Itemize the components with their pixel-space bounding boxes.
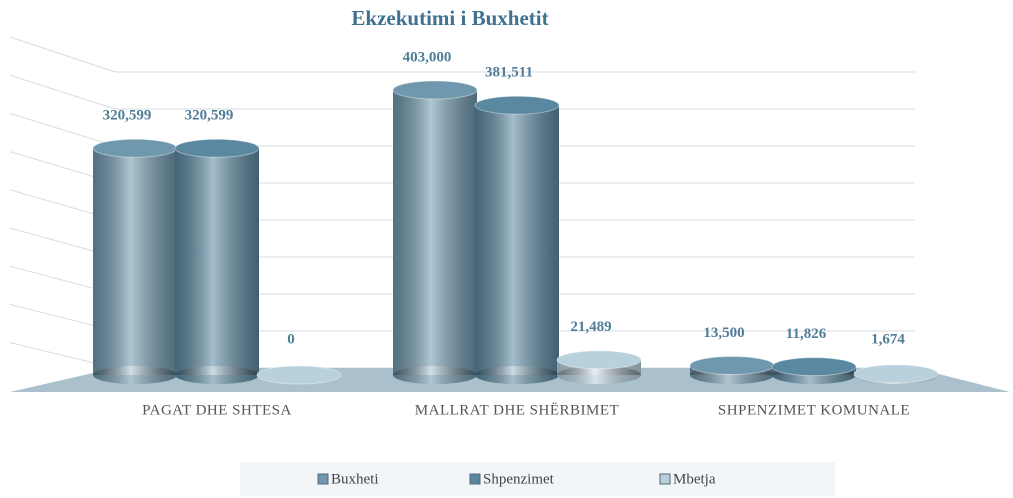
x-tick-label: PAGAT DHE SHTESA (142, 402, 292, 418)
data-label: 11,826 (786, 326, 827, 342)
grid-line (9, 112, 116, 147)
bar (92, 138, 178, 384)
bar-shine (93, 148, 177, 375)
bar-top (174, 138, 260, 158)
bar-base-shine (393, 366, 477, 384)
bar-top (392, 80, 478, 100)
data-label: 320,599 (103, 108, 152, 124)
grid-line (9, 74, 116, 110)
bar-top (689, 355, 775, 375)
bar-shine (393, 90, 477, 375)
x-tick-label: SHPENZIMET KOMUNALE (718, 402, 910, 418)
bar (174, 138, 260, 384)
legend-swatch (659, 473, 671, 485)
data-label: 320,599 (185, 108, 234, 124)
bar-top (556, 350, 642, 370)
legend-box (240, 462, 835, 496)
bar-shine (475, 105, 559, 376)
bar-base-shine (475, 366, 559, 384)
bar (392, 80, 478, 384)
data-label: 1,674 (871, 331, 905, 347)
legend-label: Shpenzimet (483, 471, 555, 487)
bar-base-shine (175, 366, 259, 384)
bar (853, 364, 939, 384)
bar (474, 95, 560, 384)
bar-top (853, 364, 939, 384)
bar-top (474, 95, 560, 115)
bar (689, 355, 775, 384)
data-label: 381,511 (485, 65, 533, 81)
bar-top (92, 138, 178, 158)
data-label: 13,500 (703, 325, 744, 341)
bar-top (771, 357, 857, 377)
legend-label: Buxheti (331, 471, 379, 487)
bar (556, 350, 642, 384)
grid-line (9, 36, 116, 73)
bar-base-shine (93, 366, 177, 384)
legend-swatch (469, 473, 481, 485)
bar-base-shine (557, 366, 641, 384)
legend-swatch (317, 473, 329, 485)
chart-title: Ekzekutimi i Buxhetit (351, 6, 548, 30)
x-tick-label: MALLRAT DHE SHËRBIMET (415, 401, 619, 418)
bar-top (256, 365, 342, 385)
legend-label: Mbetja (673, 471, 716, 487)
data-label: 21,489 (570, 319, 611, 335)
bar (771, 357, 857, 384)
bar-shine (175, 148, 259, 375)
bar (256, 365, 342, 385)
data-label: 403,000 (403, 49, 452, 65)
data-label: 0 (287, 331, 295, 347)
